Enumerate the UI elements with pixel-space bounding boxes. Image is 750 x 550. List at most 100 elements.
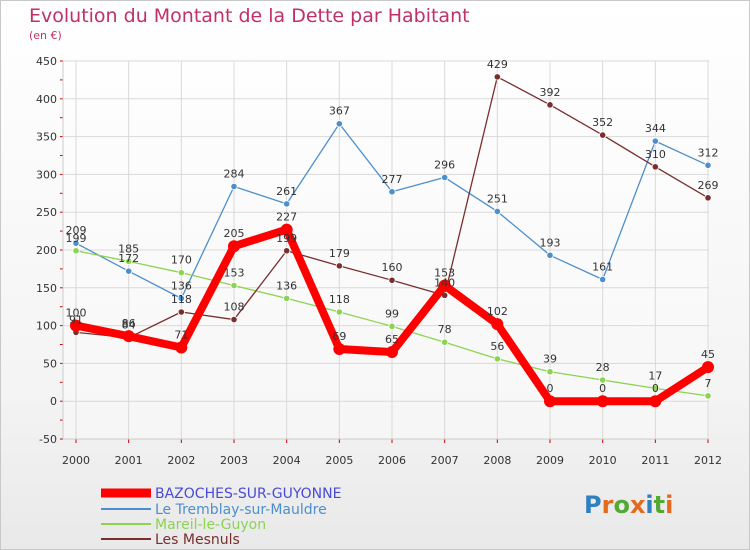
x-tick-label: 2009 bbox=[536, 454, 564, 467]
data-label: 118 bbox=[329, 293, 350, 306]
data-point bbox=[125, 257, 133, 265]
data-label: 153 bbox=[434, 267, 455, 280]
data-label: 28 bbox=[596, 361, 610, 374]
data-label: 102 bbox=[487, 305, 508, 318]
y-tick-label: 350 bbox=[36, 131, 57, 144]
data-point bbox=[175, 341, 188, 354]
data-point bbox=[283, 247, 291, 255]
data-point bbox=[388, 188, 396, 196]
data-label: 429 bbox=[487, 58, 508, 71]
data-point bbox=[335, 262, 343, 270]
y-tick-label: 100 bbox=[36, 320, 57, 333]
data-point bbox=[177, 308, 185, 316]
data-label: 269 bbox=[698, 179, 719, 192]
data-label: 118 bbox=[171, 293, 192, 306]
data-point bbox=[596, 395, 609, 408]
data-point bbox=[702, 361, 714, 374]
chart-unit: (en €) bbox=[29, 29, 62, 42]
data-point bbox=[72, 247, 80, 255]
data-label: 108 bbox=[224, 301, 245, 314]
y-tick-label: 450 bbox=[36, 55, 57, 68]
data-label: 0 bbox=[547, 382, 554, 395]
data-label: 251 bbox=[487, 192, 508, 205]
data-point bbox=[704, 194, 712, 202]
data-label: 296 bbox=[434, 158, 455, 171]
data-label: 367 bbox=[329, 105, 350, 118]
data-point bbox=[280, 223, 293, 236]
x-tick-label: 2012 bbox=[694, 454, 722, 467]
data-point bbox=[441, 173, 449, 182]
x-tick-label: 2003 bbox=[220, 454, 248, 467]
data-point bbox=[493, 73, 501, 81]
data-label: 284 bbox=[224, 167, 245, 180]
data-point bbox=[651, 137, 659, 145]
y-tick-label: 50 bbox=[43, 357, 57, 370]
data-label: 45 bbox=[701, 348, 715, 361]
data-label: 199 bbox=[276, 232, 297, 245]
proxiti-logo: Proxiti bbox=[584, 491, 673, 519]
data-point bbox=[335, 308, 343, 316]
logo-letter: i bbox=[645, 491, 654, 519]
x-tick-label: 2005 bbox=[325, 454, 353, 467]
data-point bbox=[388, 322, 396, 330]
y-tick-label: 0 bbox=[50, 395, 57, 408]
data-point bbox=[649, 395, 662, 408]
data-label: 84 bbox=[122, 319, 136, 332]
data-label: 69 bbox=[332, 330, 346, 343]
x-tick-label: 2006 bbox=[378, 454, 406, 467]
logo-letter: r bbox=[601, 491, 614, 519]
legend-label: Mareil-le-Guyon bbox=[155, 517, 266, 533]
legend-label: Le Tremblay-sur-Mauldre bbox=[155, 502, 327, 518]
legend-label: Les Mesnuls bbox=[155, 532, 240, 548]
y-tick-label: -50 bbox=[39, 433, 57, 446]
data-label: 199 bbox=[66, 232, 87, 245]
data-point bbox=[283, 200, 291, 208]
x-tick-label: 2007 bbox=[431, 454, 459, 467]
y-tick-label: 200 bbox=[36, 244, 57, 257]
x-tick-label: 2001 bbox=[115, 454, 143, 467]
data-point bbox=[599, 376, 607, 384]
data-point bbox=[333, 343, 346, 356]
logo-letter: P bbox=[584, 491, 602, 519]
data-label: 161 bbox=[592, 260, 613, 273]
data-label: 7 bbox=[705, 377, 712, 390]
data-label: 65 bbox=[385, 333, 399, 346]
data-label: 312 bbox=[698, 146, 719, 159]
data-point bbox=[441, 338, 449, 346]
data-point bbox=[70, 319, 82, 332]
data-point bbox=[651, 384, 659, 392]
data-label: 0 bbox=[652, 382, 659, 395]
data-point bbox=[122, 330, 135, 343]
data-label: 172 bbox=[118, 252, 139, 265]
data-label: 78 bbox=[438, 323, 452, 336]
data-point bbox=[599, 275, 607, 284]
data-label: 179 bbox=[329, 247, 350, 260]
data-point bbox=[125, 267, 133, 275]
logo-letter: x bbox=[629, 491, 646, 519]
data-point bbox=[228, 240, 240, 253]
data-label: 86 bbox=[122, 317, 136, 330]
data-point bbox=[386, 346, 398, 359]
data-label: 277 bbox=[382, 173, 403, 186]
y-tick-label: 400 bbox=[36, 93, 57, 106]
data-label: 261 bbox=[276, 185, 297, 198]
data-label: 160 bbox=[382, 261, 403, 274]
data-label: 352 bbox=[592, 116, 613, 129]
data-point bbox=[599, 131, 607, 139]
logo-letter: t bbox=[653, 491, 666, 519]
chart-title: Evolution du Montant de la Dette par Hab… bbox=[29, 5, 470, 27]
data-label: 91 bbox=[69, 313, 83, 326]
data-label: 39 bbox=[543, 353, 557, 366]
data-point bbox=[546, 101, 554, 109]
data-label: 136 bbox=[276, 279, 297, 292]
data-label: 99 bbox=[385, 307, 399, 320]
data-label: 227 bbox=[276, 211, 297, 224]
data-point bbox=[704, 161, 712, 169]
data-point bbox=[230, 182, 238, 191]
data-point bbox=[493, 207, 501, 216]
data-label: 310 bbox=[645, 148, 666, 161]
data-point bbox=[438, 279, 451, 292]
data-label: 0 bbox=[599, 382, 606, 395]
